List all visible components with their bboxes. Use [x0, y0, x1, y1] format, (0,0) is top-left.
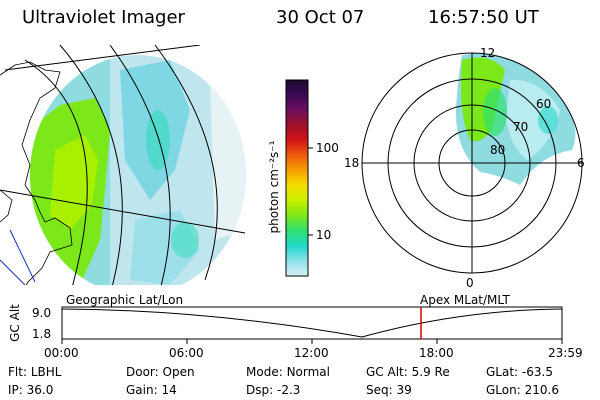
polar-mlt-0: 0: [466, 276, 474, 290]
timeline-ytick-top: 9.0: [32, 306, 52, 320]
polar-mlt-18: 18: [344, 156, 360, 170]
status-gain: Gain: 14: [126, 383, 177, 397]
timeline-xtick-3: 18:00: [419, 346, 454, 360]
status-mode: Mode: Normal: [246, 365, 330, 379]
colorbar: [285, 79, 313, 277]
polar-plot: [361, 52, 583, 274]
polar-lat-70: 70: [513, 120, 529, 134]
polar-mlt-12: 12: [480, 46, 496, 60]
status-ip: IP: 36.0: [8, 383, 54, 397]
timeline-xtick-2: 12:00: [294, 346, 329, 360]
timeline-xtick-0: 00:00: [44, 346, 79, 360]
status-glon: GLon: 210.6: [486, 383, 559, 397]
polar-lat-80: 80: [490, 143, 506, 157]
colorbar-tick-10: 10: [316, 228, 332, 242]
status-seq: Seq: 39: [366, 383, 412, 397]
altitude-timeline: [61, 306, 563, 344]
geographic-map: [0, 45, 246, 285]
status-door: Door: Open: [126, 365, 195, 379]
instrument-title: Ultraviolet Imager: [22, 7, 185, 28]
timeline-xtick-1: 06:00: [169, 346, 204, 360]
timeline-y-label: GC Alt: [7, 304, 22, 342]
time-label: 16:57:50 UT: [428, 7, 539, 28]
status-gc-alt: GC Alt: 5.9 Re: [366, 365, 450, 379]
polar-mlt-6: 6: [577, 156, 585, 170]
timeline-right-title: Apex MLat/MLT: [420, 293, 510, 307]
status-flt: Flt: LBHL: [8, 365, 62, 379]
colorbar-unit-label: photon cm⁻²s⁻¹: [267, 140, 281, 234]
status-dsp: Dsp: -2.3: [246, 383, 301, 397]
date-label: 30 Oct 07: [276, 7, 365, 28]
timeline-ytick-bottom: 1.8: [32, 327, 52, 341]
colorbar-tick-100: 100: [316, 141, 339, 155]
status-glat: GLat: -63.5: [486, 365, 553, 379]
polar-lat-60: 60: [536, 97, 552, 111]
timeline-left-title: Geographic Lat/Lon: [66, 293, 184, 307]
timeline-xtick-4: 23:59: [548, 346, 583, 360]
